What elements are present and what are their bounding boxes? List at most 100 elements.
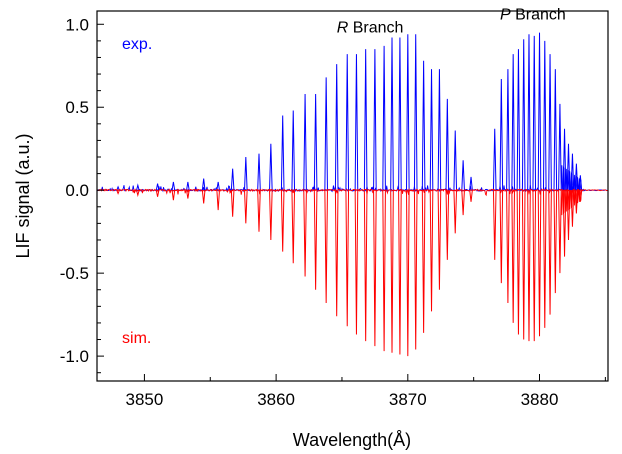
exp-peak <box>492 128 497 191</box>
sim-peak <box>382 190 386 352</box>
sim-peak <box>511 190 515 323</box>
sim-bandhead-line <box>565 190 568 212</box>
exp-peak <box>437 69 442 191</box>
exp-peak <box>516 49 521 191</box>
exp-bandhead-line <box>571 173 574 191</box>
plot-frame <box>96 10 609 382</box>
sim-peak <box>390 190 394 353</box>
sim-peak <box>461 190 465 216</box>
exp-peak <box>527 34 531 191</box>
exp-bandhead-line <box>578 178 581 191</box>
sim-peak <box>521 190 526 340</box>
exp-peak <box>453 130 458 191</box>
sim-peak <box>398 190 402 355</box>
series-layer <box>97 32 608 357</box>
sim-peak <box>269 190 273 240</box>
sim-peak <box>469 190 473 202</box>
exp-peak <box>511 54 515 191</box>
y-tick-label: 1.0 <box>65 15 89 34</box>
exp-peak <box>201 178 206 191</box>
y-tick-label: 0.0 <box>65 181 89 200</box>
exp-bandhead-line <box>575 176 578 191</box>
exp-peak <box>558 103 562 191</box>
exp-bandhead-line <box>579 179 582 191</box>
sim-peak <box>257 190 261 232</box>
sim-peak <box>280 190 285 252</box>
exp-peak <box>313 93 318 191</box>
sim-peak <box>345 190 350 327</box>
sim-bandhead-line <box>560 190 563 216</box>
exp-peak <box>461 160 465 191</box>
x-tick-label: 3880 <box>521 390 559 409</box>
exp-peak <box>291 110 296 191</box>
exp-bandhead-line <box>565 168 568 191</box>
sim-peak <box>406 190 410 357</box>
exp-peak <box>521 39 526 191</box>
sim-peak <box>553 190 558 294</box>
y-tick-label: -0.5 <box>60 264 89 283</box>
y-axis-label: LIF signal (a.u.) <box>13 133 33 258</box>
sim-peak <box>532 190 537 342</box>
exp-peak <box>136 183 140 191</box>
sim-peak <box>116 190 120 195</box>
sim-peak <box>413 190 418 350</box>
exp-peak <box>363 49 368 191</box>
sim-peak <box>136 190 140 198</box>
sim-peak <box>230 190 235 217</box>
sim-bandhead-line <box>571 190 574 207</box>
p-branch-label: P Branch <box>500 6 566 23</box>
exp-peak <box>269 143 273 191</box>
exp-peak <box>345 54 350 191</box>
sim-peak <box>244 190 248 224</box>
sim-peak <box>216 190 220 211</box>
exp-peak <box>257 153 261 191</box>
annotation-sim: sim. <box>122 330 151 347</box>
exp-peak <box>324 77 328 191</box>
exp-peak <box>334 64 339 191</box>
sim-peak <box>373 190 377 347</box>
r-branch-label: R Branch <box>337 20 404 37</box>
x-axis-label: Wavelength(Å) <box>293 430 411 450</box>
exp-peak <box>469 176 473 191</box>
sim-peak <box>429 190 434 312</box>
exp-peak <box>413 34 418 191</box>
exp-peak <box>155 183 160 191</box>
exp-peak <box>116 185 120 191</box>
exp-bandhead-line <box>560 165 563 191</box>
exp-peak <box>280 115 285 191</box>
exp-peak <box>537 32 542 191</box>
y-tick-label: -1.0 <box>60 347 89 366</box>
exp-peak <box>390 37 394 191</box>
sim-peak <box>527 190 531 342</box>
exp-peak <box>186 181 190 191</box>
x-tick-label: 3860 <box>257 390 295 409</box>
sim-peak <box>516 190 521 335</box>
x-tick-label: 3870 <box>389 390 427 409</box>
sim-peak <box>558 190 562 274</box>
sim-bandhead-line <box>576 190 579 204</box>
sim-bandhead-line <box>562 190 565 214</box>
sim-bandhead-line <box>567 190 570 211</box>
exp-peak <box>303 93 307 191</box>
y-tick-label: 0.5 <box>65 98 89 117</box>
sim-bandhead-line <box>575 190 578 205</box>
r-branch-letter: R <box>337 20 349 37</box>
sim-bandhead-line <box>570 190 573 208</box>
exp-peak <box>445 98 450 191</box>
exp-bandhead-line <box>573 174 576 191</box>
sim-peak <box>363 190 368 342</box>
exp-peak <box>244 156 248 191</box>
exp-bandhead-line <box>567 170 570 191</box>
exp-peak <box>421 60 426 191</box>
sim-bandhead-line <box>568 190 571 210</box>
sim-peak <box>506 190 510 304</box>
exp-bandhead-line <box>564 167 567 191</box>
r-branch-word: Branch <box>348 20 403 37</box>
exp-peak <box>373 49 377 191</box>
exp-peak <box>542 40 547 191</box>
exp-peak <box>382 45 386 191</box>
sim-peak <box>548 190 552 315</box>
sim-bandhead-line <box>579 190 582 201</box>
p-branch-letter: P <box>500 6 511 23</box>
p-branch-word: Branch <box>511 6 566 23</box>
